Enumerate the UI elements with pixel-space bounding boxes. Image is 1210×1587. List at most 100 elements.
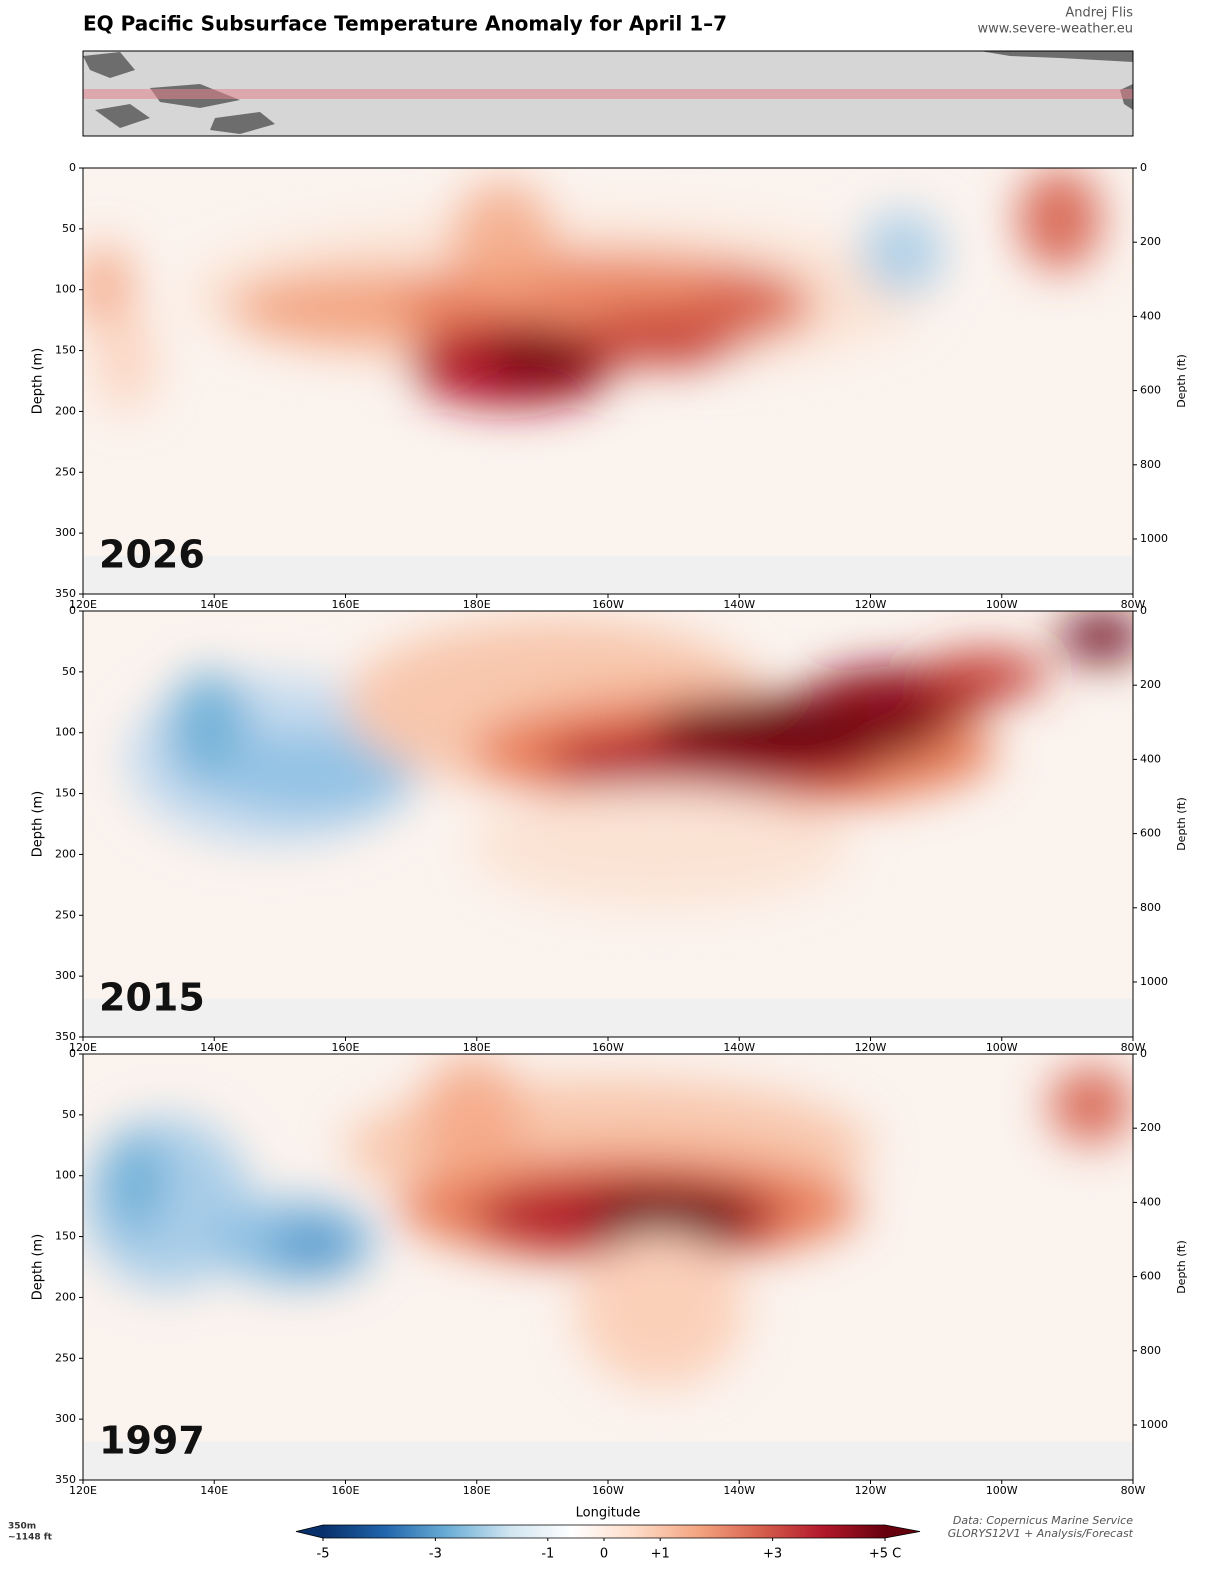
y-tick-label: 200	[55, 847, 76, 860]
y-tick-label: 0	[69, 1047, 76, 1060]
y2-tick-label: 1000	[1140, 975, 1168, 988]
y2-tick-label: 1000	[1140, 1418, 1168, 1431]
colorbar-tick-label: +1	[651, 1547, 670, 1562]
x-tick-label: 120W	[855, 598, 887, 611]
locator-map	[82, 50, 1134, 137]
y2-tick-label: 400	[1140, 1195, 1161, 1208]
y-tick-label: 150	[55, 344, 76, 357]
x-tick-label: 120W	[855, 1041, 887, 1054]
x-tick-label: 160E	[332, 1484, 360, 1497]
x-tick-label: 120E	[69, 598, 97, 611]
no-data-area	[83, 998, 1133, 1037]
y2-tick-label: 0	[1140, 604, 1147, 617]
anomaly-shape	[93, 308, 157, 411]
y2-tick-label: 600	[1140, 1270, 1161, 1283]
y2-axis-label: Depth (ft)	[1175, 1240, 1188, 1294]
anomaly-shape	[83, 244, 136, 330]
x-tick-label: 160W	[592, 598, 624, 611]
y-tick-label: 350	[55, 1030, 76, 1043]
y-tick-label: 250	[55, 908, 76, 921]
anomaly-shape	[209, 730, 419, 816]
anomaly-shape	[692, 270, 797, 339]
title: EQ Pacific Subsurface Temperature Anomal…	[83, 12, 727, 36]
year-label: 2015	[99, 976, 205, 1020]
anomaly-shape	[482, 334, 608, 386]
x-tick-label: 140E	[200, 598, 228, 611]
anomaly-shape	[1059, 611, 1133, 663]
colorbar-tick-label: 0	[600, 1547, 608, 1562]
y2-tick-label: 400	[1140, 752, 1161, 765]
no-data-area	[83, 555, 1133, 594]
y-tick-label: 350	[55, 1473, 76, 1486]
y2-tick-label: 200	[1140, 1121, 1161, 1134]
colorbar-tick-label: -3	[429, 1547, 442, 1562]
y-tick-label: 0	[69, 161, 76, 174]
colorbar-tick-label: -5	[317, 1547, 330, 1562]
y-tick-label: 50	[62, 665, 76, 678]
y2-tick-label: 1000	[1140, 532, 1168, 545]
anomaly-shape	[587, 1186, 755, 1246]
y-tick-label: 150	[55, 787, 76, 800]
y2-tick-label: 200	[1140, 678, 1161, 691]
anomaly-field	[83, 611, 1133, 1037]
y2-tick-label: 600	[1140, 827, 1161, 840]
x-tick-label: 100W	[986, 598, 1018, 611]
x-tick-label: 120E	[69, 1041, 97, 1054]
anomaly-shapes	[125, 611, 1133, 905]
y2-tick-label: 200	[1140, 235, 1161, 248]
x-tick-label: 160W	[592, 1041, 624, 1054]
source: GLORYS12V1 + Analysis/Forecast	[948, 1527, 1134, 1540]
x-tick-label: 180E	[463, 1041, 491, 1054]
x-tick-label: 80W	[1121, 1484, 1146, 1497]
colorbar-tick-label: -1	[541, 1547, 554, 1562]
x-tick-label: 100W	[986, 1484, 1018, 1497]
anomaly-shape	[1017, 168, 1102, 271]
y2-tick-label: 600	[1140, 384, 1161, 397]
y-tick-label: 100	[55, 726, 76, 739]
y2-axis-label: Depth (ft)	[1175, 354, 1188, 408]
website: www.severe-weather.eu	[978, 22, 1134, 37]
y-tick-label: 300	[55, 526, 76, 539]
anomaly-shape	[272, 1220, 356, 1272]
y2-axis-label: Depth (ft)	[1175, 797, 1188, 851]
x-tick-label: 160E	[332, 1041, 360, 1054]
anomaly-shapes	[83, 168, 1102, 411]
colorbar-extend-high	[885, 1525, 920, 1538]
x-tick-label: 120W	[855, 1484, 887, 1497]
x-tick-label: 180E	[463, 1484, 491, 1497]
x-tick-label: 140W	[723, 598, 755, 611]
colorbar-extend-low	[296, 1525, 323, 1538]
x-tick-label: 180E	[463, 598, 491, 611]
author: Andrej Flis	[1065, 6, 1133, 21]
x-tick-label: 80W	[1121, 598, 1146, 611]
y-tick-label: 50	[62, 222, 76, 235]
x-axis-label: Longitude	[576, 1506, 641, 1521]
y-axis-label: Depth (m)	[31, 348, 46, 415]
x-tick-label: 80W	[1121, 1041, 1146, 1054]
colorbar	[323, 1525, 885, 1538]
y-tick-label: 200	[55, 404, 76, 417]
x-tick-label: 160E	[332, 598, 360, 611]
y2-tick-label: 800	[1140, 901, 1161, 914]
y-tick-label: 150	[55, 1230, 76, 1243]
y-tick-label: 200	[55, 1290, 76, 1303]
source: Data: Copernicus Marine Service	[953, 1514, 1133, 1527]
y-tick-label: 100	[55, 1169, 76, 1182]
anomaly-shape	[576, 1232, 745, 1387]
y-axis-label: Depth (m)	[31, 791, 46, 858]
x-tick-label: 160W	[592, 1484, 624, 1497]
y-tick-label: 0	[69, 604, 76, 617]
anomaly-field	[83, 1054, 1133, 1480]
y2-tick-label: 800	[1140, 1344, 1161, 1357]
year-label: 2026	[99, 533, 205, 577]
y-tick-label: 50	[62, 1108, 76, 1121]
anomaly-shape	[923, 649, 1049, 701]
year-label: 1997	[99, 1419, 205, 1463]
y-tick-label: 250	[55, 465, 76, 478]
anomaly-shape	[471, 785, 850, 905]
x-tick-label: 140E	[200, 1041, 228, 1054]
x-tick-label: 140W	[723, 1041, 755, 1054]
y-tick-label: 300	[55, 1412, 76, 1425]
x-tick-label: 120E	[69, 1484, 97, 1497]
y2-tick-label: 0	[1140, 1047, 1147, 1060]
